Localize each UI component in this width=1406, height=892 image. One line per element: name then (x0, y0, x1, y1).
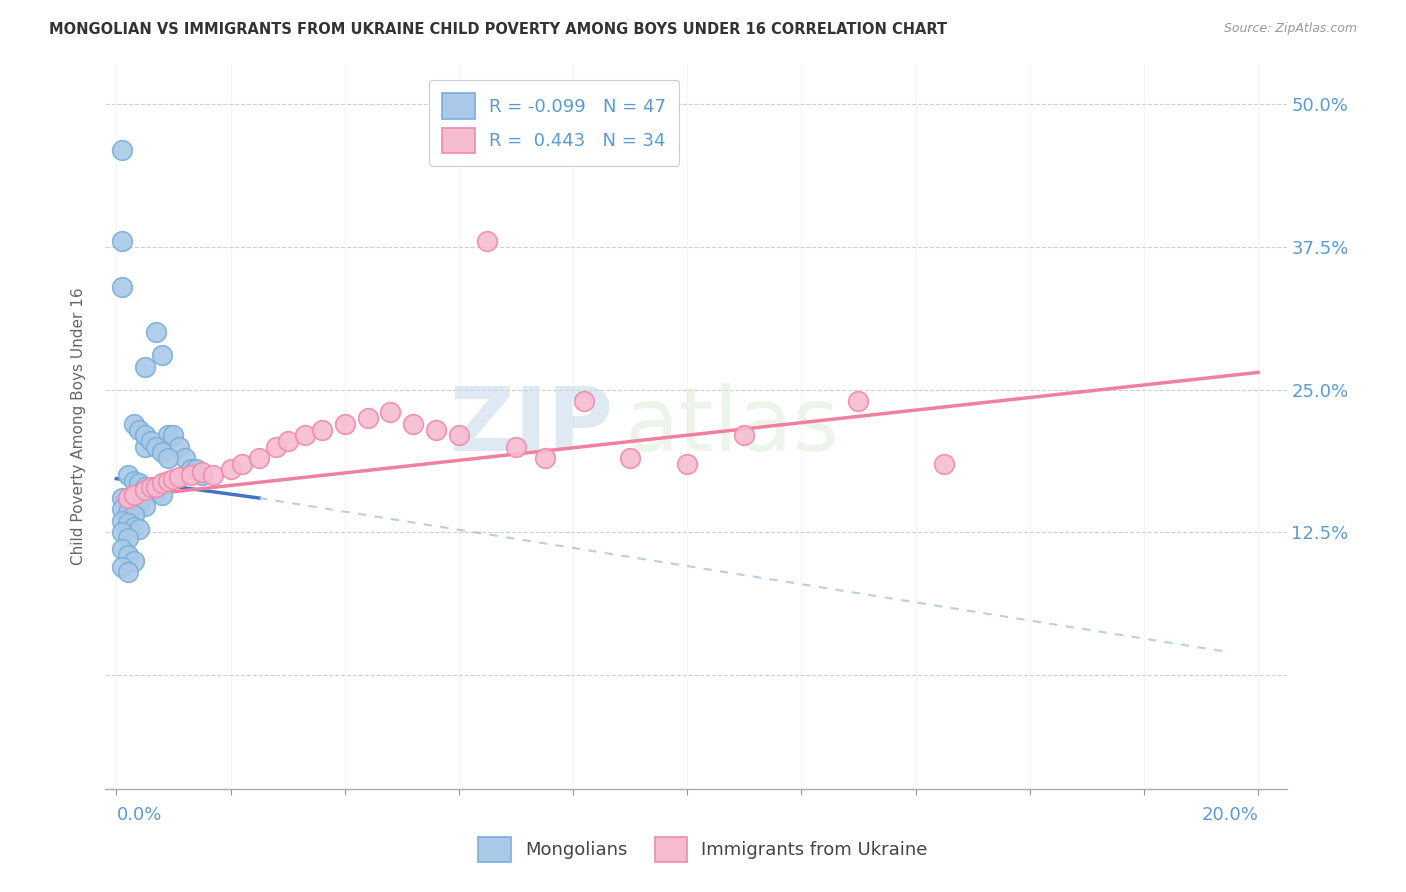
Point (111, 559, 134, 574)
Point (574, 394, 596, 409)
Point (139, 482, 162, 496)
Point (932, 457, 955, 471)
Point (139, 434, 162, 448)
Point (533, 451, 555, 466)
Point (111, 542, 134, 557)
Point (402, 417, 425, 431)
Text: Source: ZipAtlas.com: Source: ZipAtlas.com (1223, 22, 1357, 36)
Point (150, 445, 173, 459)
Point (356, 411, 378, 425)
Point (333, 417, 356, 431)
Point (150, 348, 173, 362)
Point (111, 525, 134, 540)
Point (128, 423, 150, 437)
Point (191, 468, 214, 483)
Point (117, 516, 139, 531)
Legend: R = -0.099   N = 47, R =  0.443   N = 34: R = -0.099 N = 47, R = 0.443 N = 34 (429, 80, 679, 166)
Point (311, 423, 333, 437)
Point (117, 468, 139, 483)
Point (134, 428, 156, 442)
Point (145, 440, 167, 454)
Text: atlas: atlas (624, 384, 839, 470)
Point (117, 493, 139, 508)
Point (167, 470, 190, 484)
Point (425, 423, 447, 437)
Point (186, 462, 208, 476)
Point (111, 234, 134, 248)
Point (128, 476, 150, 491)
Point (128, 522, 150, 536)
Point (264, 440, 287, 454)
Point (191, 465, 214, 479)
Point (231, 457, 253, 471)
Point (134, 480, 156, 494)
Point (277, 434, 299, 448)
Point (117, 491, 139, 505)
Point (117, 531, 139, 545)
Point (247, 451, 270, 466)
Text: 20.0%: 20.0% (1201, 806, 1258, 824)
Point (477, 234, 499, 248)
Point (122, 494, 145, 508)
Text: 0.0%: 0.0% (117, 806, 162, 824)
Point (156, 474, 179, 488)
Point (122, 487, 145, 501)
Point (134, 499, 156, 513)
Point (167, 440, 190, 454)
Point (380, 405, 402, 419)
Point (117, 566, 139, 580)
Point (134, 483, 156, 497)
Point (122, 554, 145, 568)
Point (145, 485, 167, 500)
Point (156, 451, 179, 466)
Point (145, 480, 167, 494)
Point (111, 143, 134, 157)
Legend: Mongolians, Immigrants from Ukraine: Mongolians, Immigrants from Ukraine (471, 830, 935, 870)
Point (134, 440, 156, 454)
Point (676, 457, 699, 471)
Point (447, 428, 470, 442)
Point (122, 417, 145, 431)
Point (111, 279, 134, 293)
Point (180, 462, 202, 476)
Point (174, 451, 197, 466)
Point (219, 462, 242, 476)
Point (202, 468, 225, 483)
Point (505, 440, 527, 454)
Point (111, 514, 134, 528)
Point (145, 326, 167, 340)
Point (848, 394, 870, 409)
Point (111, 491, 134, 505)
Point (128, 497, 150, 511)
Point (111, 502, 134, 516)
Point (134, 359, 156, 374)
Text: MONGOLIAN VS IMMIGRANTS FROM UKRAINE CHILD POVERTY AMONG BOYS UNDER 16 CORRELATI: MONGOLIAN VS IMMIGRANTS FROM UKRAINE CHI… (49, 22, 948, 37)
Point (162, 428, 184, 442)
Text: ZIP: ZIP (450, 384, 613, 470)
Y-axis label: Child Poverty Among Boys Under 16: Child Poverty Among Boys Under 16 (72, 288, 86, 566)
Point (139, 480, 162, 494)
Point (162, 472, 184, 486)
Point (733, 428, 755, 442)
Point (117, 505, 139, 519)
Point (150, 476, 173, 491)
Point (117, 548, 139, 562)
Point (180, 468, 202, 483)
Point (156, 428, 179, 442)
Point (619, 451, 641, 466)
Point (122, 474, 145, 488)
Point (122, 519, 145, 533)
Point (150, 487, 173, 501)
Point (294, 428, 316, 442)
Point (122, 508, 145, 523)
